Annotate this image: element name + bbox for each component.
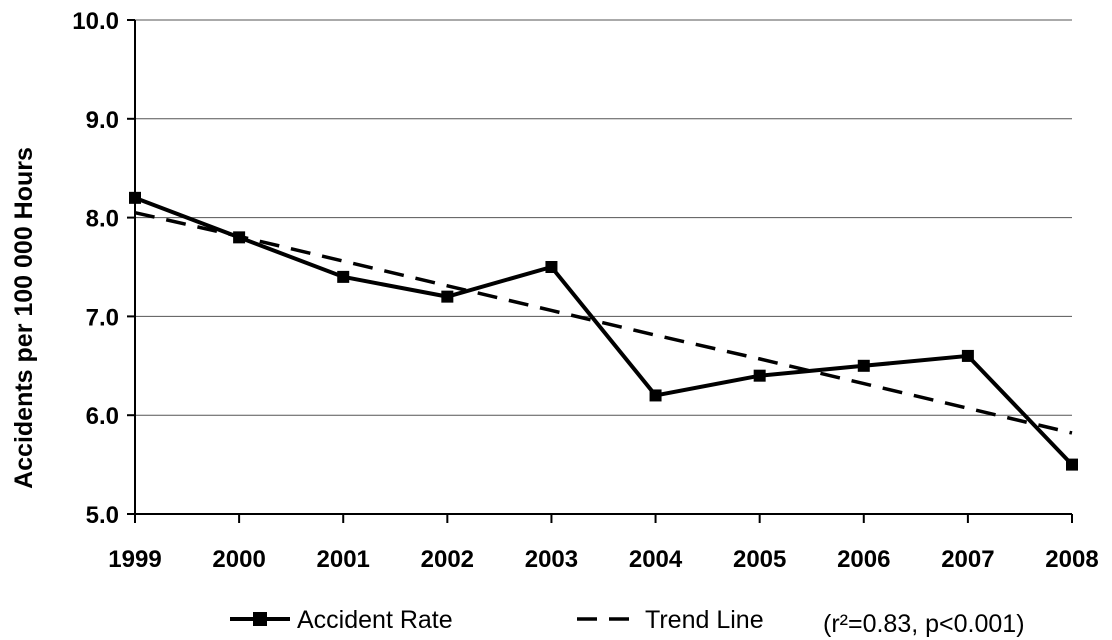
accident-rate-point bbox=[441, 290, 454, 303]
accident-rate-point bbox=[753, 369, 766, 382]
x-tick-label: 2003 bbox=[525, 546, 578, 573]
accident-rate-point bbox=[545, 261, 558, 273]
x-tick-label: 2000 bbox=[212, 546, 265, 573]
y-tick-label: 6.0 bbox=[86, 403, 119, 430]
x-tick-label: 2002 bbox=[421, 546, 474, 573]
legend-label-accident-rate: Accident Rate bbox=[297, 606, 453, 634]
accident-rate-point bbox=[233, 231, 246, 244]
accident-rate-point bbox=[857, 359, 870, 372]
accident-rate-point bbox=[961, 349, 974, 362]
legend: Accident Rate Trend Line (r²=0.83, p<0.0… bbox=[230, 606, 1025, 638]
x-tick-labels: 1999 2000 2001 2002 2003 2004 2005 2006 2007 2008 bbox=[108, 546, 1098, 573]
y-tick-label: 9.0 bbox=[86, 107, 119, 134]
axes bbox=[127, 19, 1073, 523]
y-tick-label: 5.0 bbox=[86, 502, 119, 529]
legend-marker-accident-rate bbox=[253, 612, 267, 626]
x-tick-label: 2006 bbox=[837, 546, 890, 573]
x-tick-label: 2007 bbox=[941, 546, 994, 573]
x-tick-label: 2004 bbox=[629, 546, 683, 573]
accident-rate-point bbox=[649, 389, 662, 402]
y-tick-label: 8.0 bbox=[86, 206, 119, 233]
x-tick-label: 2008 bbox=[1045, 546, 1098, 573]
y-axis-label: Accidents per 100 000 Hours bbox=[10, 147, 38, 489]
y-tick-labels: 5.0 6.0 7.0 8.0 9.0 10.0 bbox=[72, 8, 119, 529]
gridlines bbox=[135, 19, 1072, 416]
accident-rate-line bbox=[134, 195, 1074, 466]
series-layer bbox=[129, 191, 1078, 471]
x-tick-label: 1999 bbox=[108, 546, 161, 573]
trend-stats-annotation: (r²=0.83, p<0.001) bbox=[823, 610, 1025, 638]
x-tick-label: 2001 bbox=[317, 546, 370, 573]
accident-rate-point bbox=[129, 191, 141, 204]
trend-line bbox=[134, 210, 1073, 435]
y-tick-label: 10.0 bbox=[72, 8, 119, 35]
legend-label-trend-line: Trend Line bbox=[645, 606, 764, 634]
accident-rate-point bbox=[337, 270, 350, 283]
x-tick-label: 2005 bbox=[733, 546, 786, 573]
y-tick-label: 7.0 bbox=[86, 304, 119, 331]
accident-rate-point bbox=[1066, 458, 1078, 471]
